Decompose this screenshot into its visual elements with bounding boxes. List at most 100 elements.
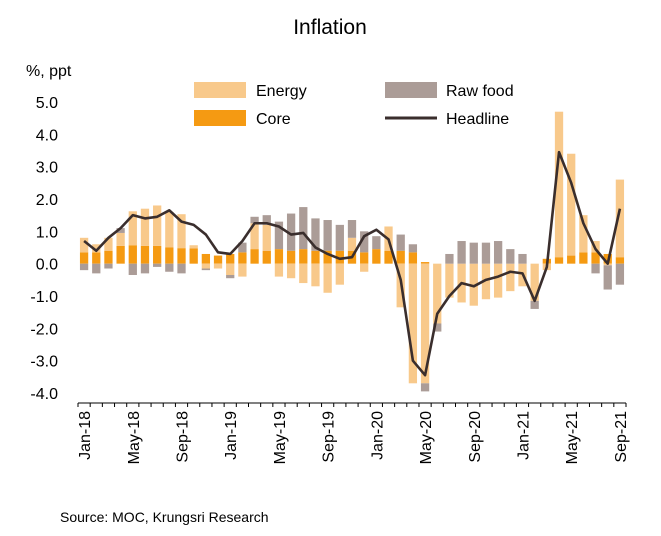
bar-raw-food <box>518 253 527 264</box>
bar-energy <box>250 223 259 250</box>
bar-core <box>213 255 223 264</box>
bar-core <box>104 250 113 264</box>
bar-core <box>384 250 393 264</box>
bar-energy <box>177 214 186 249</box>
bar-energy <box>311 263 320 287</box>
bar-energy <box>299 263 308 284</box>
bar-raw-food <box>153 263 162 267</box>
bar-raw-food <box>396 234 405 251</box>
legend-swatch-core <box>194 110 246 126</box>
bar-raw-food <box>104 263 113 269</box>
bar-core <box>372 249 381 264</box>
bar-energy <box>238 263 247 277</box>
bar-raw-food <box>177 263 186 274</box>
bar-raw-food <box>250 216 259 224</box>
bar-raw-food <box>408 244 418 253</box>
bar-raw-food <box>238 242 247 253</box>
bar-raw-food <box>603 265 612 290</box>
bar-core <box>579 252 588 264</box>
bar-raw-food <box>262 215 271 225</box>
bar-core <box>250 249 259 264</box>
x-tick-label: May-20 <box>418 411 435 464</box>
bar-core <box>591 252 600 264</box>
y-tick-label: 1.0 <box>36 224 58 241</box>
bar-raw-food <box>311 218 320 251</box>
y-tick-label: 2.0 <box>36 192 58 209</box>
x-tick-label: May-21 <box>564 411 581 464</box>
bar-core <box>79 252 89 264</box>
bar-raw-food <box>165 263 174 272</box>
bar-energy <box>615 179 625 258</box>
bar-energy <box>493 263 503 298</box>
bar-energy <box>226 263 235 275</box>
bar-energy <box>128 211 137 246</box>
bar-energy <box>567 153 576 256</box>
bar-energy <box>286 263 296 279</box>
bar-energy <box>408 263 418 384</box>
y-tick-label: -2.0 <box>30 321 58 338</box>
bar-core <box>286 250 296 264</box>
bar-raw-food <box>445 253 454 264</box>
bar-energy <box>554 111 564 258</box>
y-tick-label: 3.0 <box>36 160 58 177</box>
bar-core <box>567 255 576 264</box>
y-tick-label: 5.0 <box>36 95 58 112</box>
bar-energy <box>530 263 539 301</box>
bar-energy <box>92 244 101 253</box>
bar-energy <box>323 263 332 293</box>
x-tick-label: Sep-21 <box>613 411 630 463</box>
bar-raw-food <box>506 249 515 264</box>
bar-raw-food <box>360 231 369 253</box>
bar-raw-food <box>493 241 503 264</box>
bar-raw-food <box>457 241 466 264</box>
bar-energy <box>445 263 454 298</box>
bar-raw-food <box>201 268 211 271</box>
bar-core <box>299 249 308 264</box>
bar-core <box>335 250 344 264</box>
bar-raw-food <box>79 263 89 271</box>
bar-raw-food <box>128 263 137 275</box>
bar-raw-food <box>420 383 430 392</box>
bar-energy <box>213 263 223 269</box>
bar-core <box>189 248 198 264</box>
y-tick-label: 0.0 <box>36 257 58 274</box>
bar-energy <box>262 224 271 251</box>
bar-raw-food <box>433 323 442 332</box>
bar-core <box>311 250 320 264</box>
bar-energy <box>140 208 150 246</box>
y-tick-label: -3.0 <box>30 354 58 371</box>
bar-core <box>128 245 137 264</box>
bar-energy <box>189 245 198 249</box>
bar-energy <box>274 263 284 277</box>
bar-energy <box>433 263 442 324</box>
bar-energy <box>420 263 430 384</box>
plot-area: 5.0 4.0 3.0 2.0 1.0 0.0 -1.0 -2.0 -3.0 -4.0 Jan-18… <box>30 95 629 464</box>
x-tick-label: Jan-21 <box>515 411 532 460</box>
y-tick-label: 4.0 <box>36 127 58 144</box>
bar-core <box>323 250 332 264</box>
bar-energy <box>469 263 478 306</box>
bar-core <box>201 253 211 264</box>
x-tick-label: May-19 <box>272 411 289 464</box>
legend-label-raw-food: Raw food <box>446 83 514 100</box>
legend-label-core: Core <box>256 111 291 128</box>
bar-energy <box>347 237 357 251</box>
bar-core <box>226 253 235 264</box>
bar-core <box>153 245 162 264</box>
bar-raw-food <box>226 274 235 279</box>
bar-raw-food <box>615 263 625 285</box>
x-tick-label: Sep-19 <box>321 411 338 463</box>
headline-line <box>83 150 622 377</box>
legend-swatch-raw-food <box>385 82 437 98</box>
bar-raw-food <box>92 263 101 274</box>
bar-core <box>140 245 150 264</box>
bar-energy <box>579 215 588 253</box>
x-tick-label: Sep-20 <box>467 411 484 463</box>
bar-energy <box>116 232 125 246</box>
bar-core <box>615 257 625 264</box>
x-tick-label: Jan-18 <box>77 411 94 460</box>
bar-raw-food <box>140 263 150 274</box>
bar-raw-food <box>469 242 478 264</box>
bar-core <box>238 252 247 264</box>
x-tick-label: Jan-19 <box>223 411 240 460</box>
